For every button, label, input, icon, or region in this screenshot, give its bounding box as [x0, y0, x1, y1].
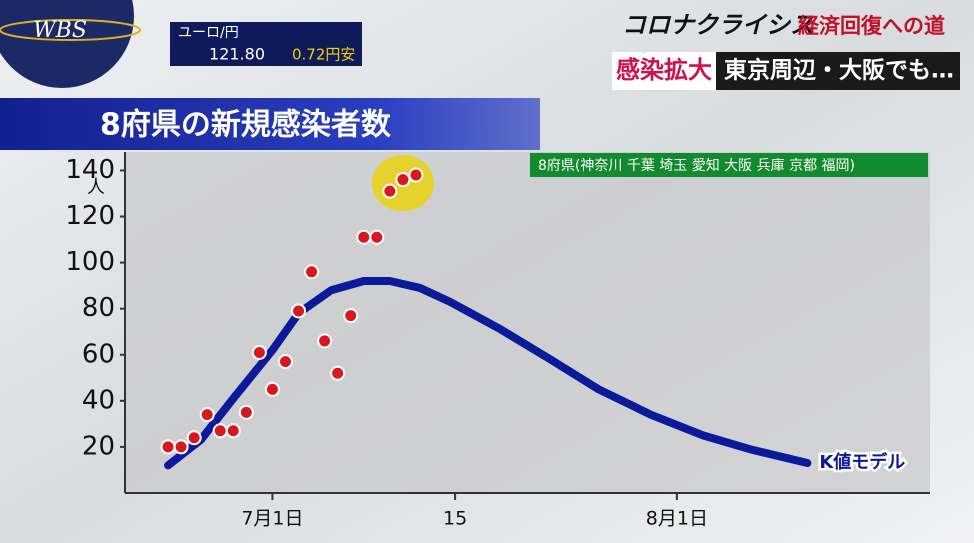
data-point: [317, 333, 333, 349]
data-point: [395, 172, 411, 188]
y-tick-label: 120: [65, 201, 115, 231]
logo-ring: [0, 19, 141, 41]
line-label-bg: K値モデル: [819, 451, 905, 473]
x-tick-label: 7月1日: [241, 508, 303, 530]
headline-tag: 感染拡大: [616, 56, 712, 84]
plot-area: [125, 152, 930, 493]
tag-box: [612, 52, 716, 90]
subtitle-box: [530, 153, 928, 177]
data-point: [264, 381, 280, 397]
data-point: [199, 407, 215, 423]
data-point: [356, 229, 372, 245]
chart-subtitle: 8府県(神奈川 千葉 埼玉 愛知 大阪 兵庫 京都 福岡): [538, 157, 855, 174]
headline: 東京周辺・大阪でも…: [724, 57, 954, 84]
data-point: [291, 303, 307, 319]
data-point: [343, 308, 359, 324]
data-point: [160, 439, 176, 455]
fx-change: 0.72円安: [292, 46, 355, 64]
data-point: [173, 439, 189, 455]
line-label: K値モデル: [819, 451, 905, 473]
y-tick-label: 140: [65, 155, 115, 185]
y-tick-label: 80: [82, 293, 115, 323]
headline-box: [716, 52, 960, 90]
data-point: [212, 423, 228, 439]
data-point: [382, 183, 398, 199]
logo-text: WBS: [33, 18, 87, 43]
fx-box: [170, 22, 362, 66]
y-tick-label: 20: [82, 431, 115, 461]
model-line: [164, 277, 812, 470]
chart-title: 8府県の新規感染者数: [100, 108, 392, 143]
y-tick-label: 40: [82, 385, 115, 415]
data-point: [251, 344, 267, 360]
data-point: [238, 404, 254, 420]
x-tick-label: 8月1日: [646, 508, 708, 530]
data-point: [408, 167, 424, 183]
data-point: [330, 365, 346, 381]
program-title: コロナクライシス: [622, 11, 814, 39]
data-point: [277, 354, 293, 370]
y-tick-label: 60: [82, 339, 115, 369]
x-tick-label: 15: [443, 508, 467, 530]
title-bar: [0, 98, 540, 150]
y-unit: 人: [87, 177, 105, 198]
data-point: [369, 229, 385, 245]
data-point: [186, 430, 202, 446]
fx-rate: 121.80: [209, 45, 265, 64]
data-point: [225, 423, 241, 439]
fx-pair: ユーロ/円: [178, 25, 239, 41]
program-subtitle: 経済回復への道: [798, 14, 945, 38]
y-tick-label: 100: [65, 247, 115, 277]
data-point: [304, 264, 320, 280]
